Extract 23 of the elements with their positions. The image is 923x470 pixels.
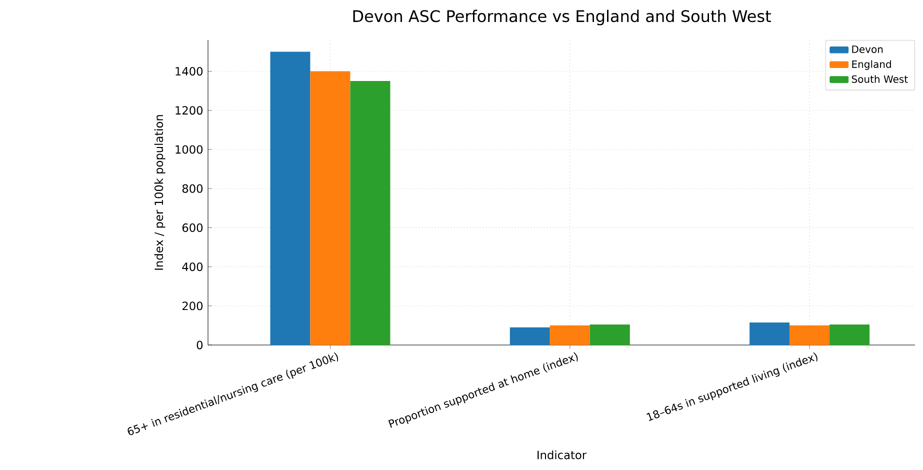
y-tick-label: 0	[196, 340, 203, 350]
chart-title: Devon ASC Performance vs England and South West	[353, 10, 771, 26]
legend-label: England	[852, 60, 891, 70]
y-tick-label: 1000	[176, 145, 203, 154]
bar	[310, 71, 350, 345]
bar	[550, 325, 590, 345]
bar	[350, 81, 390, 345]
bar	[590, 324, 630, 345]
bar	[830, 324, 870, 345]
y-tick-label: 800	[182, 184, 203, 193]
bar	[510, 327, 550, 345]
y-axis-title: Index / per 100k population	[154, 115, 166, 270]
y-tick-label: 600	[182, 223, 203, 232]
y-tick-label: 1200	[176, 106, 203, 115]
x-axis-title: Indicator	[538, 450, 587, 460]
legend-label: Devon	[852, 46, 883, 54]
bar	[750, 322, 790, 345]
legend-label: South West	[852, 75, 908, 83]
y-tick-label: 1400	[176, 66, 203, 76]
y-tick-label: 200	[182, 302, 203, 310]
bar	[270, 52, 310, 345]
y-tick-label: 400	[182, 262, 203, 272]
bar	[790, 325, 830, 345]
